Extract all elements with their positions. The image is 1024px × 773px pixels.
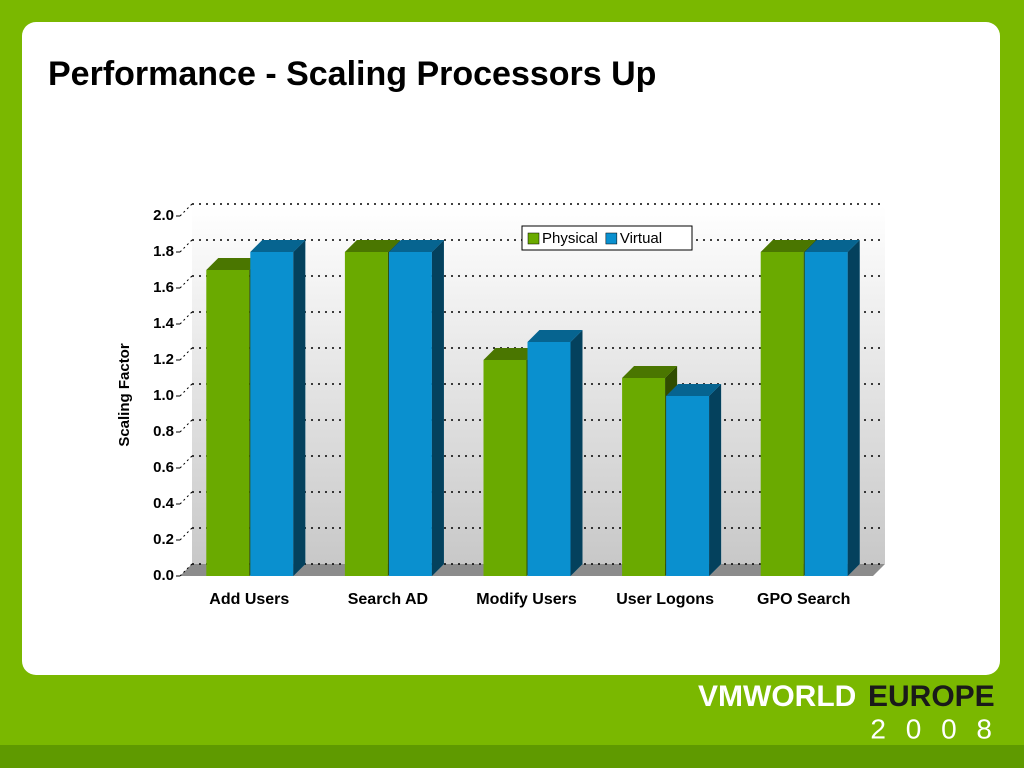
y-tick-label: 0.4 (153, 495, 175, 512)
bar (344, 252, 388, 576)
bar-shade (388, 240, 444, 252)
bar-shade (250, 240, 306, 252)
bar-top (206, 258, 262, 270)
bar (250, 252, 294, 576)
bar-shade (206, 258, 262, 270)
y-tick-label: 1.4 (153, 315, 175, 332)
bar-shade (483, 348, 539, 360)
footer-band (0, 745, 1024, 768)
brand-region: EUROPE (868, 680, 995, 713)
y-tick-label: 1.6 (153, 279, 174, 296)
legend-label: Physical (542, 230, 598, 247)
bar-shade (570, 330, 583, 576)
x-tick-label: GPO Search (757, 591, 850, 608)
bar-top (622, 366, 678, 378)
bar-shade (527, 330, 583, 342)
legend-swatch (527, 232, 540, 245)
bar-shade (344, 240, 400, 252)
bar (804, 252, 848, 576)
bar-top (804, 240, 860, 252)
bar-shade (293, 240, 306, 576)
y-tick-label: 1.2 (153, 351, 174, 368)
bar-top (483, 348, 539, 360)
bar (622, 378, 666, 576)
bar-top (666, 384, 722, 396)
x-tick-label: User Logons (616, 591, 714, 608)
x-tick-label: Search AD (348, 591, 428, 608)
y-axis-label: Scaling Factor (116, 343, 133, 447)
bar-shade (666, 384, 722, 396)
y-tick-label: 0.6 (153, 459, 174, 476)
legend-label: Virtual (620, 230, 662, 247)
bar (483, 360, 527, 576)
bar-top (388, 240, 444, 252)
x-tick-label: Add Users (209, 591, 289, 608)
bar-top (250, 240, 306, 252)
brand-year: 2 0 0 8 (870, 713, 998, 744)
y-tick-label: 1.0 (153, 387, 174, 404)
legend-swatch (605, 232, 618, 245)
bar-shade (760, 240, 816, 252)
x-tick-label: Modify Users (476, 591, 577, 608)
bar-shade (709, 384, 722, 576)
slide-title: Performance - Scaling Processors Up (48, 55, 656, 93)
y-tick-label: 1.8 (153, 243, 174, 260)
y-tick-label: 0.8 (153, 423, 174, 440)
bar-top (527, 330, 583, 342)
y-tick-label: 0.0 (153, 567, 174, 584)
bar-shade (804, 240, 860, 252)
bar (206, 270, 250, 576)
y-tick-label: 0.2 (153, 531, 174, 548)
bar-top (344, 240, 400, 252)
bar (666, 396, 710, 576)
brand-event: VMWORLD (698, 680, 856, 713)
bar (527, 342, 571, 576)
bar-shade (847, 240, 860, 576)
bar (760, 252, 804, 576)
bar-shade (431, 240, 444, 576)
y-tick-label: 2.0 (153, 207, 174, 224)
bar-shade (622, 366, 678, 378)
bar (388, 252, 432, 576)
bar-top (760, 240, 816, 252)
